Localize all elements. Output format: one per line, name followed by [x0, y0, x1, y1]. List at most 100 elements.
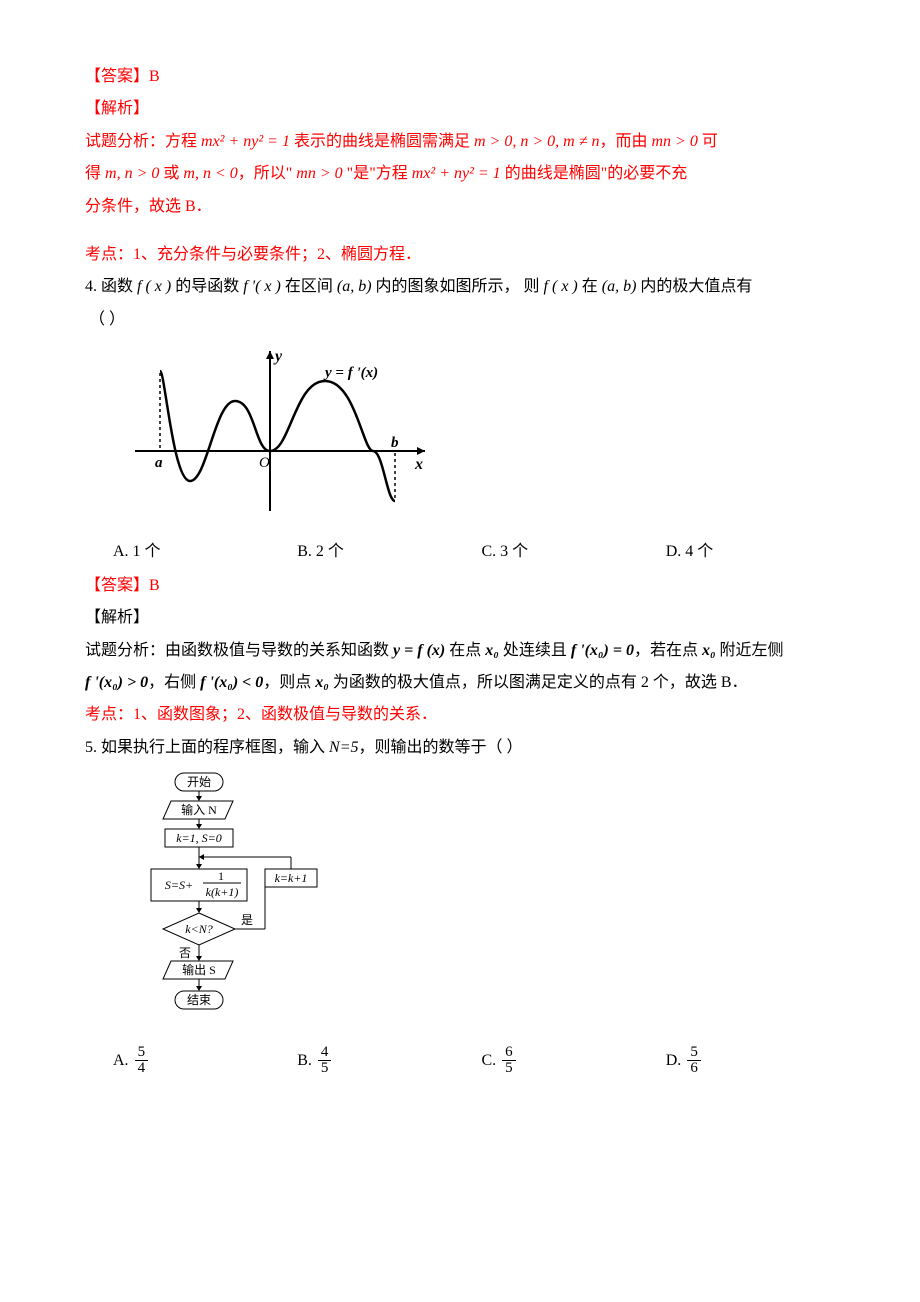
opt-a: A. 1 个 [113, 537, 297, 567]
text: 试题分析：由函数极值与导数的关系知函数 [85, 642, 393, 659]
label: A. [113, 1052, 133, 1069]
q4-chart: a b O y x y = f '(x) [125, 341, 850, 532]
q4-analysis-1: 试题分析：由函数极值与导数的关系知函数 y = f (x) 在点 x₀ 处连续且… [85, 636, 850, 666]
q4-explain-label: 【解析】 [85, 603, 850, 633]
q4-stem: 4. 函数 f ( x ) 的导函数 f '( x ) 在区间 (a, b) 内… [85, 272, 850, 302]
eq: (a, b) [337, 278, 372, 295]
eq: N=5 [329, 739, 358, 756]
curve-label: y = f '(x) [323, 365, 378, 381]
num: 6 [502, 1045, 516, 1062]
inc-text: k=k+1 [275, 871, 308, 885]
no-text: 否 [179, 946, 191, 960]
q4-options: A. 1 个 B. 2 个 C. 3 个 D. 4 个 [113, 537, 850, 567]
text: 的曲线是椭圆"的必要不充 [501, 165, 688, 182]
text: 内的图象如图所示， 则 [372, 278, 544, 295]
y-arrow-icon [266, 351, 274, 359]
text: 在区间 [281, 278, 337, 295]
text: 可 [698, 133, 718, 150]
text: 4. 函数 [85, 278, 137, 295]
text: 表示的曲线是椭圆需满足 [290, 133, 474, 150]
eq: y = f (x) [393, 642, 445, 659]
text: "是"方程 [343, 165, 412, 182]
eq: (a, b) [602, 278, 637, 295]
text: 内的极大值点有 [636, 278, 752, 295]
eq: f ( x ) [137, 278, 171, 295]
x-label: x [414, 456, 423, 473]
text: 的导函数 [171, 278, 243, 295]
opt-b: B. 2 个 [297, 537, 481, 567]
eq: m, n < 0 [183, 165, 237, 182]
q5-flowchart: 开始 输入 N k=1, S=0 S=S+ 1 k(k+1) k<N? 是 k=… [125, 769, 850, 1040]
num: 5 [687, 1045, 701, 1062]
opt-b: B. 45 [297, 1045, 481, 1078]
eq: f '( x ) [243, 278, 281, 295]
eq: m > 0, n > 0, m ≠ n [474, 133, 599, 150]
eq: mx² + ny² = 1 [201, 133, 290, 150]
a-label: a [155, 455, 163, 471]
text: 试题分析：方程 [85, 133, 201, 150]
eq: x₀ [315, 674, 329, 691]
text: 处连续且 [499, 642, 571, 659]
text: ，而由 [599, 133, 651, 150]
eq: x₀ [485, 642, 499, 659]
text: 5. 如果执行上面的程序框图，输入 [85, 739, 329, 756]
text: 或 [159, 165, 183, 182]
x-arrow-icon [417, 447, 425, 455]
opt-c: C. 65 [482, 1045, 666, 1078]
eq: mx² + ny² = 1 [412, 165, 501, 182]
y-label: y [273, 348, 283, 365]
eq: f '(x₀) > 0 [85, 674, 148, 691]
text: ，则点 [263, 674, 315, 691]
eq: f ( x ) [544, 278, 578, 295]
eq: x₀ [702, 642, 716, 659]
q4-topic: 考点：1、函数图象；2、函数极值与导数的关系． [85, 700, 850, 730]
start-text: 开始 [187, 775, 211, 789]
input-text: 输入 N [181, 802, 217, 817]
q3-analysis-3: 分条件，故选 B． [85, 192, 850, 222]
q3-topic: 考点：1、充分条件与必要条件；2、椭圆方程． [85, 240, 850, 270]
text: 在点 [445, 642, 485, 659]
opt-d: D. 56 [666, 1045, 850, 1078]
text: ，若在点 [634, 642, 702, 659]
num: 5 [135, 1045, 149, 1062]
q3-answer: 【答案】B [85, 62, 850, 92]
label: C. [482, 1052, 501, 1069]
label: B. [297, 1052, 316, 1069]
den: 6 [687, 1061, 701, 1077]
b-label: b [391, 435, 399, 451]
eq: mn > 0 [296, 165, 342, 182]
end-text: 结束 [187, 993, 211, 1007]
q5-stem: 5. 如果执行上面的程序框图，输入 N=5，则输出的数等于（ ） [85, 733, 850, 763]
opt-a: A. 54 [113, 1045, 297, 1078]
den: 5 [502, 1061, 516, 1077]
text: ，右侧 [148, 674, 200, 691]
q4-analysis-2: f '(x₀) > 0，右侧 f '(x₀) < 0，则点 x₀ 为函数的极大值… [85, 668, 850, 698]
q3-analysis-1: 试题分析：方程 mx² + ny² = 1 表示的曲线是椭圆需满足 m > 0,… [85, 127, 850, 157]
output-text: 输出 S [182, 962, 216, 977]
den: 5 [318, 1061, 332, 1077]
den: 4 [135, 1061, 149, 1077]
q5-options: A. 54 B. 45 C. 65 D. 56 [113, 1045, 850, 1078]
text: 得 [85, 165, 105, 182]
opt-c: C. 3 个 [482, 537, 666, 567]
assign-num: 1 [218, 869, 224, 883]
curve [160, 371, 395, 501]
assign-den: k(k+1) [206, 885, 239, 899]
text: 附近左侧 [716, 642, 784, 659]
eq: m, n > 0 [105, 165, 159, 182]
opt-d: D. 4 个 [666, 537, 850, 567]
text: ，则输出的数等于（ ） [358, 739, 522, 756]
eq: f '(x₀) = 0 [571, 642, 634, 659]
assign-left: S=S+ [165, 878, 193, 892]
q3-analysis-2: 得 m, n > 0 或 m, n < 0，所以" mn > 0 "是"方程 m… [85, 159, 850, 189]
init-text: k=1, S=0 [176, 831, 222, 845]
label: D. [666, 1052, 686, 1069]
q3-explain-label: 【解析】 [85, 94, 850, 124]
cond-text: k<N? [185, 922, 212, 936]
q4-paren: （ ） [89, 305, 850, 335]
text: ，所以" [238, 165, 297, 182]
text: 在 [578, 278, 602, 295]
q4-answer: 【答案】B [85, 571, 850, 601]
text: 为函数的极大值点，所以图满足定义的点有 2 个，故选 B． [329, 674, 748, 691]
o-label: O [259, 455, 270, 471]
